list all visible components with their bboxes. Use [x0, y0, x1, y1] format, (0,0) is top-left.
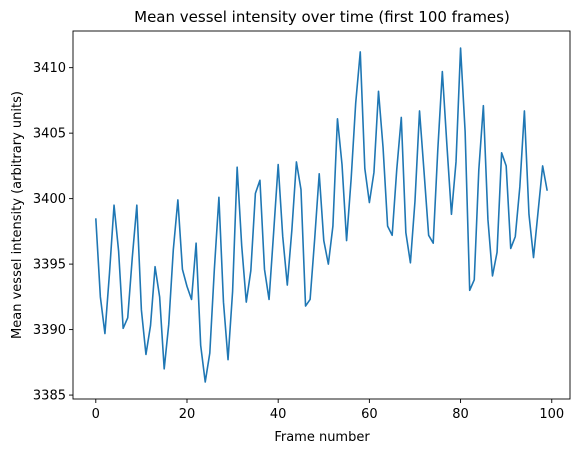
y-tick-label: 3395	[33, 258, 66, 273]
x-tick-label: 60	[361, 407, 378, 422]
y-axis: 3385 3390 3395 3400 3405 3410	[33, 61, 73, 404]
y-tick-label: 3410	[33, 61, 66, 76]
y-tick-label: 3400	[33, 192, 66, 207]
x-tick-label: 20	[179, 407, 196, 422]
y-tick-label: 3405	[33, 127, 66, 142]
y-axis-label: Mean vessel intensity (arbitrary units)	[10, 91, 25, 339]
x-axis: 0 20 40 60 80 100	[92, 399, 564, 422]
x-tick-label: 80	[452, 407, 469, 422]
x-tick-label: 40	[270, 407, 287, 422]
series-line-0	[95, 47, 548, 383]
y-tick-label: 3385	[33, 389, 66, 404]
plot-area	[72, 30, 571, 400]
x-tick-label: 100	[539, 407, 564, 422]
x-axis-label: Frame number	[274, 430, 370, 445]
plot-frame	[72, 30, 571, 400]
chart-title: Mean vessel intensity over time (first 1…	[134, 8, 510, 26]
y-tick-label: 3390	[33, 323, 66, 338]
x-tick-label: 0	[92, 407, 100, 422]
